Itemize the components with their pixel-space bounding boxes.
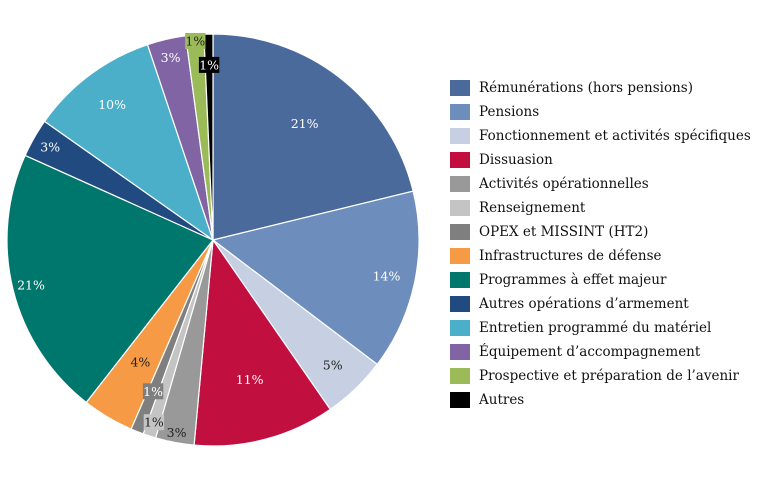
svg-text:3%: 3% xyxy=(167,425,187,440)
pie-slice-dissuasion xyxy=(193,238,332,447)
slice-value-label: 3% xyxy=(40,140,60,155)
pie-slice-remunerations-hors-pensions xyxy=(212,33,414,241)
slice-value-label: 3% xyxy=(161,50,181,65)
legend-item: Programmes à effet majeur xyxy=(450,268,751,292)
svg-text:1%: 1% xyxy=(185,34,205,49)
legend-label: Renseignement xyxy=(479,200,586,216)
svg-text:10%: 10% xyxy=(98,97,126,112)
legend-item: Pensions xyxy=(450,100,751,124)
svg-text:21%: 21% xyxy=(291,116,319,131)
legend-label: Dissuasion xyxy=(479,152,553,168)
slice-value-label: 3% xyxy=(166,424,187,441)
slice-value-label: 1% xyxy=(185,33,206,49)
slice-value-label: 1% xyxy=(143,414,165,431)
legend-item: Dissuasion xyxy=(450,148,751,172)
legend-label: Autres opérations d’armement xyxy=(479,296,689,312)
legend-label: Programmes à effet majeur xyxy=(479,272,667,288)
legend-swatch xyxy=(450,224,470,240)
slice-value-label: 4% xyxy=(130,355,150,370)
legend-item: Rémunérations (hors pensions) xyxy=(450,76,751,100)
legend-swatch xyxy=(450,344,470,360)
chart-legend: Rémunérations (hors pensions) Pensions Fon… xyxy=(450,76,751,412)
legend-item: Autres opérations d’armement xyxy=(450,292,751,316)
svg-text:3%: 3% xyxy=(161,50,181,65)
svg-text:14%: 14% xyxy=(373,269,401,284)
legend-item: OPEX et MISSINT (HT2) xyxy=(450,220,751,244)
legend-item: Renseignement xyxy=(450,196,751,220)
slice-value-label: 11% xyxy=(236,372,264,387)
legend-swatch xyxy=(450,272,470,288)
legend-swatch xyxy=(450,104,470,120)
slice-value-label: 21% xyxy=(291,116,319,131)
svg-text:1%: 1% xyxy=(144,415,164,430)
legend-label: OPEX et MISSINT (HT2) xyxy=(479,224,649,240)
legend-swatch xyxy=(450,368,470,384)
legend-label: Infrastructures de défense xyxy=(479,248,662,264)
legend-item: Entretien programmé du matériel xyxy=(450,316,751,340)
pie-slice-pensions xyxy=(211,190,420,366)
pie-chart: 21%14%5%11%3%1%1%4%21%3%10%3%1%1% xyxy=(6,33,420,447)
slice-value-label: 10% xyxy=(98,97,126,112)
legend-item: Fonctionnement et activités spécifiques xyxy=(450,124,751,148)
legend-label: Fonctionnement et activités spécifiques xyxy=(479,128,751,144)
legend-swatch xyxy=(450,200,470,216)
slice-value-label: 1% xyxy=(198,56,220,73)
slice-value-label: 14% xyxy=(373,269,401,284)
legend-label: Rémunérations (hors pensions) xyxy=(479,80,693,96)
legend-swatch xyxy=(450,296,470,312)
legend-swatch xyxy=(450,152,470,168)
legend-swatch xyxy=(450,128,470,144)
svg-text:3%: 3% xyxy=(40,140,60,155)
legend-swatch xyxy=(450,248,470,264)
legend-item: Activités opérationnelles xyxy=(450,172,751,196)
legend-swatch xyxy=(450,176,470,192)
legend-swatch xyxy=(450,80,470,96)
slice-value-label: 1% xyxy=(142,383,164,400)
legend-label: Équipement d’accompagnement xyxy=(479,344,701,360)
svg-text:1%: 1% xyxy=(199,57,219,72)
legend-label: Pensions xyxy=(479,104,540,120)
legend-label: Prospective et préparation de l’avenir xyxy=(479,368,739,384)
legend-item: Prospective et préparation de l’avenir xyxy=(450,364,751,388)
svg-text:21%: 21% xyxy=(17,278,45,293)
legend-item: Infrastructures de défense xyxy=(450,244,751,268)
legend-label: Autres xyxy=(479,392,525,408)
legend-item: Équipement d’accompagnement xyxy=(450,340,751,364)
legend-item: Autres xyxy=(450,388,751,412)
slice-value-label: 5% xyxy=(323,357,343,372)
svg-text:4%: 4% xyxy=(130,355,150,370)
legend-label: Entretien programmé du matériel xyxy=(479,320,712,336)
pie-slice-entretien-programme-du-materiel xyxy=(43,43,215,242)
slice-value-label: 21% xyxy=(17,278,45,293)
svg-text:1%: 1% xyxy=(143,384,163,399)
legend-label: Activités opérationnelles xyxy=(479,176,649,192)
legend-swatch xyxy=(450,320,470,336)
svg-text:5%: 5% xyxy=(323,357,343,372)
legend-swatch xyxy=(450,392,470,408)
svg-text:11%: 11% xyxy=(236,372,264,387)
